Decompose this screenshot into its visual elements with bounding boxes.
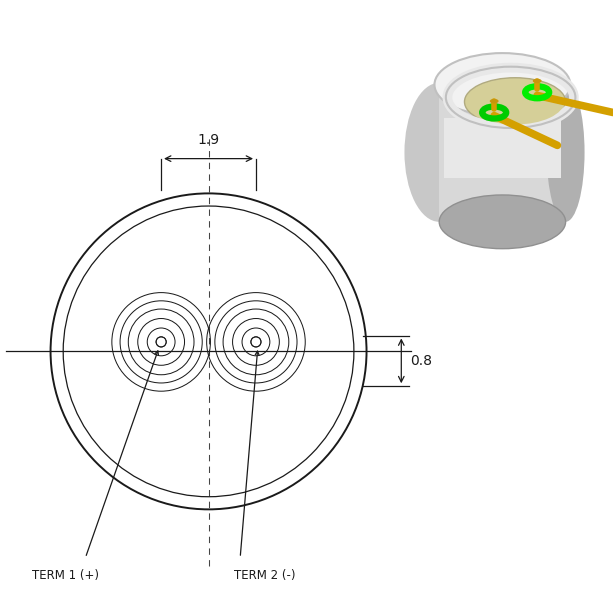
Ellipse shape [490,99,498,103]
Ellipse shape [439,195,566,249]
Text: 0.8: 0.8 [410,354,432,368]
Polygon shape [444,118,560,178]
Text: 1.9: 1.9 [197,133,219,147]
Ellipse shape [533,79,542,83]
Polygon shape [439,83,566,222]
Ellipse shape [465,78,566,126]
Ellipse shape [435,53,570,116]
Text: TERM 2 (-): TERM 2 (-) [234,569,295,582]
Ellipse shape [466,79,564,124]
Ellipse shape [547,83,585,222]
Ellipse shape [405,83,474,222]
Text: TERM 1 (+): TERM 1 (+) [32,569,99,582]
